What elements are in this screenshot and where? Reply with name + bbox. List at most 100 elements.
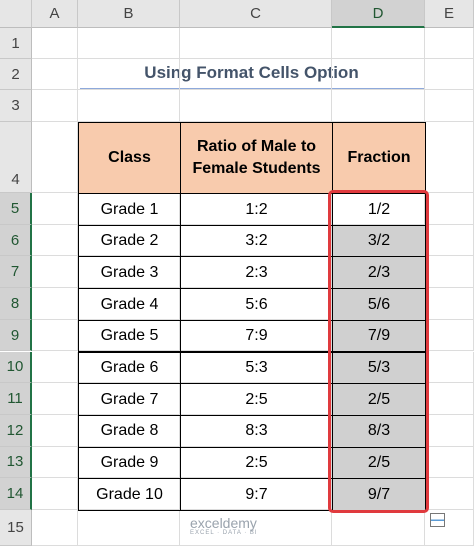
row-header: 10 bbox=[0, 351, 32, 384]
grid-cell bbox=[32, 414, 78, 447]
grid-cell bbox=[180, 383, 332, 415]
grid-cell bbox=[425, 288, 474, 320]
grid-cell bbox=[78, 59, 180, 90]
grid-cell bbox=[180, 478, 332, 510]
grid-cell bbox=[332, 510, 425, 546]
table-cell: Grade 5 bbox=[78, 319, 181, 353]
table-cell: 3:2 bbox=[180, 224, 333, 258]
grid-cell bbox=[78, 224, 180, 257]
grid-cell bbox=[425, 414, 474, 447]
grid-cell bbox=[78, 414, 180, 447]
row-header: 7 bbox=[0, 256, 32, 289]
grid-cell bbox=[425, 193, 474, 225]
table-cell: 7:9 bbox=[180, 319, 333, 353]
table-cell: Grade 1 bbox=[78, 193, 181, 226]
grid-cell bbox=[32, 256, 78, 289]
grid-cell bbox=[32, 288, 78, 320]
grid-cell bbox=[78, 383, 180, 415]
quick-analysis-button[interactable] bbox=[430, 513, 445, 527]
grid-cell bbox=[180, 319, 332, 352]
table-cell: Grade 4 bbox=[78, 288, 181, 321]
table-cell: 1:2 bbox=[180, 193, 333, 226]
column-header: E bbox=[425, 0, 474, 28]
grid-cell bbox=[425, 90, 474, 122]
row-header: 1 bbox=[0, 28, 32, 59]
row-header: 13 bbox=[0, 446, 32, 479]
grid-cell bbox=[32, 59, 78, 90]
grid-cell bbox=[78, 28, 180, 59]
row-header: 12 bbox=[0, 414, 32, 447]
grid-cell bbox=[78, 90, 180, 122]
grid-cell bbox=[32, 90, 78, 122]
grid-cell bbox=[78, 193, 180, 225]
grid-cell bbox=[180, 351, 332, 384]
grid-cell bbox=[32, 224, 78, 257]
grid-cell bbox=[180, 59, 332, 90]
row-header: 3 bbox=[0, 90, 32, 122]
column-header: A bbox=[32, 0, 78, 28]
grid-cell bbox=[78, 478, 180, 510]
grid-cell bbox=[78, 351, 180, 384]
watermark: exceldemy EXCEL · DATA · BI bbox=[190, 516, 258, 536]
table-cell: Grade 9 bbox=[78, 446, 181, 480]
grid-cell bbox=[425, 351, 474, 384]
grid-cell bbox=[32, 383, 78, 415]
grid-cell bbox=[425, 28, 474, 59]
table-cell: 2/3 bbox=[332, 256, 426, 290]
selection-outline bbox=[328, 190, 429, 513]
grid-cell bbox=[425, 383, 474, 415]
grid-cell bbox=[32, 28, 78, 59]
grid-cell bbox=[78, 256, 180, 289]
grid-cell bbox=[180, 90, 332, 122]
row-header: 9 bbox=[0, 319, 32, 352]
table-cell: Grade 3 bbox=[78, 256, 181, 290]
table-cell: 2:5 bbox=[180, 383, 333, 416]
table-header: Ratio of Male to Female Students bbox=[180, 122, 333, 194]
grid-cell bbox=[180, 28, 332, 59]
grid-cell bbox=[32, 351, 78, 384]
row-header: 6 bbox=[0, 224, 32, 257]
grid-cell bbox=[32, 446, 78, 479]
table-cell: 2:5 bbox=[180, 446, 333, 480]
grid-cell bbox=[180, 288, 332, 320]
grid-cell bbox=[425, 122, 474, 193]
table-cell: 2:3 bbox=[180, 256, 333, 290]
row-header: 2 bbox=[0, 59, 32, 90]
grid-cell bbox=[32, 122, 78, 193]
table-cell: 3/2 bbox=[332, 224, 426, 258]
watermark-brand: exceldemy bbox=[190, 515, 257, 531]
column-header: D bbox=[332, 0, 425, 28]
table-header: Class bbox=[78, 122, 181, 194]
watermark-tagline: EXCEL · DATA · BI bbox=[190, 530, 258, 536]
table-cell: 5:6 bbox=[180, 288, 333, 321]
row-header: 11 bbox=[0, 383, 32, 415]
grid-cell bbox=[78, 510, 180, 546]
table-cell: 7/9 bbox=[332, 319, 426, 353]
grid-cell bbox=[180, 224, 332, 257]
grid-cell bbox=[180, 256, 332, 289]
table-cell: Grade 2 bbox=[78, 224, 181, 258]
column-header: B bbox=[78, 0, 180, 28]
grid-cell bbox=[425, 446, 474, 479]
grid-cell bbox=[78, 446, 180, 479]
row-header: 8 bbox=[0, 288, 32, 320]
table-cell: 9:7 bbox=[180, 478, 333, 511]
grid-cell bbox=[180, 193, 332, 225]
table-cell: 2/5 bbox=[332, 383, 426, 416]
grid-cell bbox=[332, 90, 425, 122]
table-cell: Grade 10 bbox=[78, 478, 181, 511]
corner bbox=[0, 0, 32, 28]
grid-cell bbox=[78, 288, 180, 320]
grid-cell bbox=[425, 59, 474, 90]
grid-cell bbox=[332, 59, 425, 90]
row-header: 14 bbox=[0, 478, 32, 510]
table-cell: Grade 7 bbox=[78, 383, 181, 416]
row-header: 15 bbox=[0, 510, 32, 546]
table-cell: 2/5 bbox=[332, 446, 426, 480]
table-cell: 9/7 bbox=[332, 478, 426, 511]
grid-cell bbox=[78, 319, 180, 352]
grid-cell bbox=[425, 256, 474, 289]
table-cell: 8:3 bbox=[180, 414, 333, 448]
grid-cell bbox=[180, 446, 332, 479]
